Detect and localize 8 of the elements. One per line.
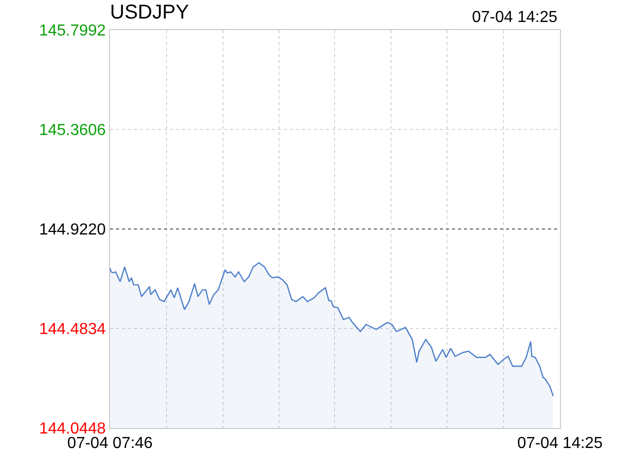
y-tick-label: 144.4834 bbox=[39, 321, 106, 338]
y-tick-label: 145.3606 bbox=[39, 122, 106, 140]
x-tick-label: 07-04 07:46 bbox=[67, 435, 153, 452]
chart-title: USDJPY bbox=[110, 2, 189, 24]
y-tick-label: 144.9220 bbox=[39, 222, 106, 239]
y-tick-label: 144.0448 bbox=[39, 420, 106, 438]
y-tick-label: 145.7992 bbox=[39, 22, 106, 40]
text: 07-04 14:25 bbox=[472, 9, 558, 26]
